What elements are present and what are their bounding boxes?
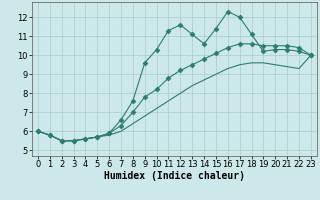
X-axis label: Humidex (Indice chaleur): Humidex (Indice chaleur) xyxy=(104,171,245,181)
